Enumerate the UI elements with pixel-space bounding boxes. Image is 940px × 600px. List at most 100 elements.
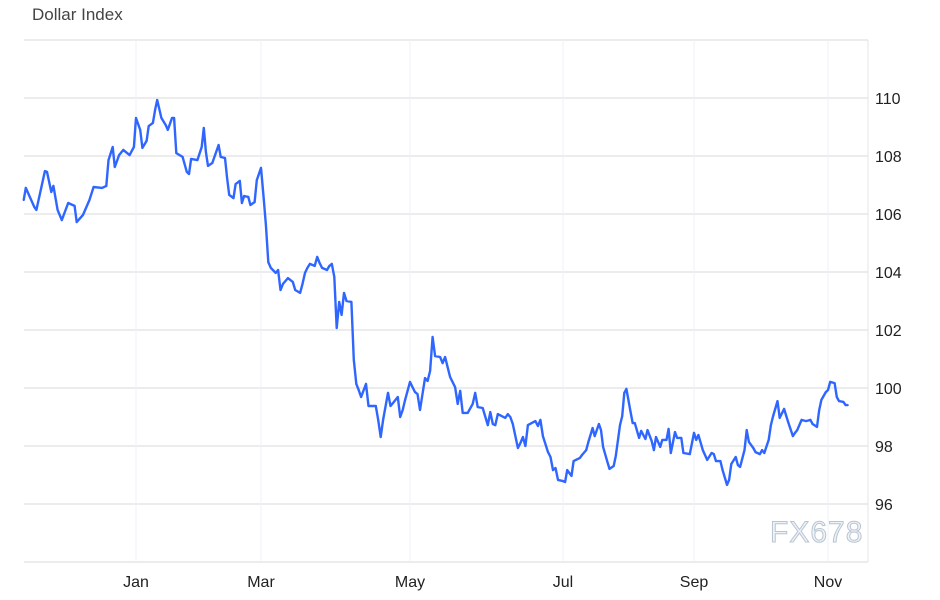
data-point <box>35 208 38 211</box>
data-point <box>107 159 110 162</box>
data-point <box>659 445 662 448</box>
data-point <box>526 424 529 427</box>
y-tick-label: 96 <box>875 497 893 514</box>
data-point <box>60 219 63 222</box>
data-point <box>816 425 818 428</box>
data-point <box>243 195 246 197</box>
data-point <box>719 460 722 463</box>
data-point <box>776 400 779 403</box>
data-point <box>282 282 284 285</box>
data-point <box>118 154 121 157</box>
data-point <box>534 420 537 423</box>
data-point <box>739 465 742 468</box>
data-point <box>552 469 554 472</box>
data-point <box>308 262 311 265</box>
x-tick-label: Mar <box>247 574 275 591</box>
data-point <box>204 150 207 153</box>
data-point <box>778 416 781 419</box>
data-point <box>824 391 827 394</box>
data-point <box>340 313 343 316</box>
data-point <box>145 139 148 142</box>
data-point <box>279 289 282 291</box>
data-point <box>255 179 258 182</box>
y-tick-label: 100 <box>875 381 902 398</box>
data-point <box>240 202 243 204</box>
watermark-logo: FX678 <box>769 516 864 550</box>
data-point <box>226 177 229 179</box>
data-point <box>633 422 636 425</box>
data-point <box>414 391 416 394</box>
data-point <box>842 400 845 403</box>
data-point <box>674 431 676 434</box>
data-point <box>644 438 647 440</box>
data-point <box>446 366 449 369</box>
data-point <box>715 460 717 463</box>
data-point <box>219 155 222 158</box>
data-point <box>156 99 159 101</box>
data-point <box>409 380 411 383</box>
data-point <box>46 170 48 173</box>
data-point <box>489 411 492 414</box>
grid <box>24 39 869 563</box>
data-point <box>745 429 748 432</box>
data-point <box>139 128 142 131</box>
data-point <box>404 398 407 401</box>
data-point <box>181 155 184 158</box>
data-point <box>706 458 709 461</box>
data-point <box>758 453 761 456</box>
data-point <box>564 481 567 483</box>
data-point <box>154 108 157 111</box>
data-point <box>291 280 294 283</box>
data-point <box>286 277 289 280</box>
data-point <box>128 154 131 157</box>
data-point <box>621 415 624 418</box>
data-point <box>701 449 704 452</box>
data-point <box>318 262 321 264</box>
data-point <box>88 199 91 202</box>
data-point <box>294 289 297 291</box>
data-point <box>541 435 544 438</box>
data-point <box>818 409 821 411</box>
data-point <box>827 389 829 391</box>
data-point <box>264 224 267 226</box>
data-point <box>160 117 163 119</box>
data-point <box>547 451 549 454</box>
data-point <box>299 291 302 294</box>
data-point <box>247 195 250 198</box>
data-point <box>682 452 685 454</box>
data-point <box>228 193 231 196</box>
data-point <box>326 269 328 271</box>
data-point <box>619 424 621 427</box>
data-point <box>335 327 338 329</box>
data-point <box>612 465 615 467</box>
data-point <box>75 221 78 224</box>
data-point <box>829 380 832 383</box>
data-point <box>791 435 794 438</box>
data-point <box>92 186 95 188</box>
data-point <box>519 442 522 445</box>
data-point <box>787 422 790 425</box>
data-point <box>147 125 150 128</box>
data-point <box>190 157 193 160</box>
data-point <box>101 186 104 189</box>
data-point <box>536 425 539 427</box>
data-point <box>730 463 733 465</box>
data-point <box>476 406 479 409</box>
data-point <box>661 438 664 441</box>
x-tick-label: Nov <box>814 574 842 591</box>
data-point <box>444 356 447 358</box>
data-point <box>196 159 199 162</box>
data-point <box>306 266 309 269</box>
data-point <box>838 400 840 403</box>
data-point <box>606 460 609 463</box>
data-point <box>328 264 331 267</box>
data-point <box>345 300 348 302</box>
data-point <box>754 451 757 454</box>
data-point <box>623 391 626 394</box>
data-point <box>640 429 643 432</box>
data-point <box>449 376 452 378</box>
data-point <box>566 469 569 472</box>
data-point <box>277 269 280 271</box>
x-axis-ticks: Jan Mar May Jul Sep Nov <box>123 574 842 591</box>
data-point <box>466 411 469 414</box>
